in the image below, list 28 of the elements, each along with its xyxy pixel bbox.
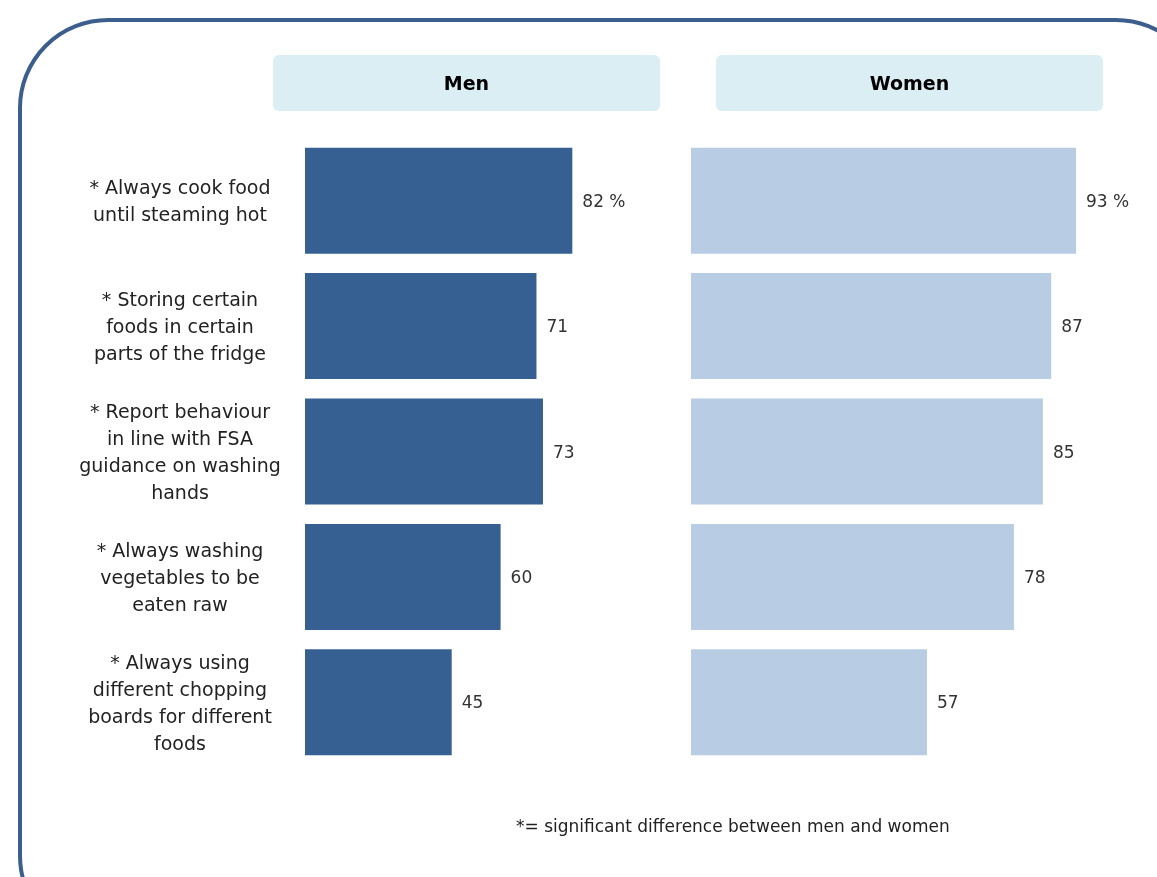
y-tick-label: * Always cook food until steaming hot bbox=[89, 176, 271, 226]
data-label: 60 bbox=[510, 566, 533, 587]
bar bbox=[305, 649, 452, 756]
data-label: 57 bbox=[936, 692, 959, 713]
data-label: 45 bbox=[461, 692, 484, 713]
data-label: 87 bbox=[1061, 316, 1083, 337]
bar bbox=[305, 273, 537, 380]
data-label: 78 bbox=[1023, 566, 1046, 587]
bar bbox=[691, 147, 1077, 254]
bar bbox=[691, 523, 1014, 630]
data-label: 73 bbox=[552, 441, 575, 462]
y-tick-label: * Storing certain foods in certain parts of the fridge bbox=[93, 288, 267, 365]
y-tick-label: * Report behaviour in line with FSA guidance on washing hands bbox=[79, 400, 281, 503]
data-label: 85 bbox=[1052, 441, 1075, 462]
bar bbox=[305, 398, 543, 505]
bar bbox=[305, 523, 501, 630]
data-label: 93 % bbox=[1086, 190, 1130, 211]
y-tick-label: * Always washing vegetables to be eaten raw bbox=[96, 538, 264, 615]
bar bbox=[691, 649, 927, 756]
text: *= significant difference between men and women bbox=[516, 816, 950, 836]
bar bbox=[305, 147, 573, 254]
bar bbox=[691, 273, 1052, 380]
chart-title: Women bbox=[716, 55, 1103, 111]
chart-title: Men bbox=[273, 55, 660, 111]
data-label: 82 % bbox=[582, 190, 626, 211]
y-tick-label: * Always using different chopping boards for different foods bbox=[88, 650, 272, 754]
bar bbox=[691, 398, 1043, 505]
data-label: 71 bbox=[546, 316, 569, 337]
